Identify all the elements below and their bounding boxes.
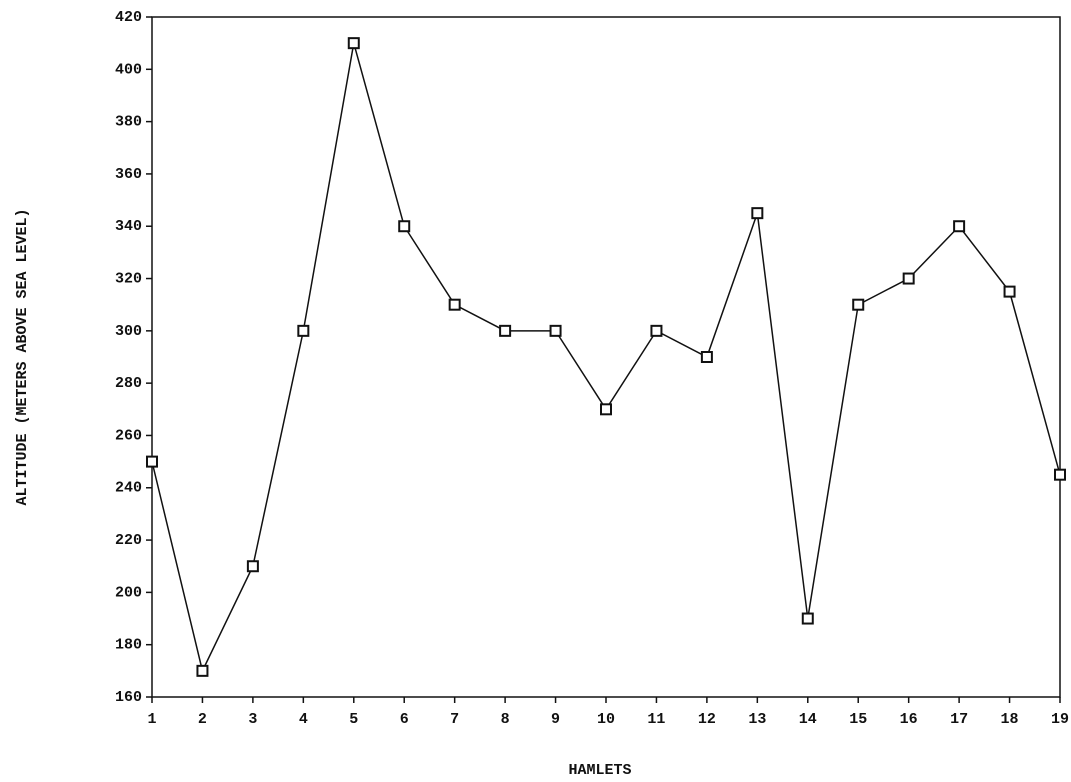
x-tick-label: 7 — [450, 711, 459, 728]
y-tick-label: 200 — [115, 584, 142, 601]
x-tick-label: 6 — [400, 711, 409, 728]
x-tick-label: 19 — [1051, 711, 1069, 728]
y-tick-label: 180 — [115, 637, 142, 654]
marker — [904, 274, 914, 284]
marker — [752, 208, 762, 218]
x-tick-label: 8 — [501, 711, 510, 728]
x-tick-label: 3 — [248, 711, 257, 728]
y-tick-label: 160 — [115, 689, 142, 706]
y-tick-label: 300 — [115, 323, 142, 340]
x-tick-label: 17 — [950, 711, 968, 728]
marker — [399, 221, 409, 231]
marker — [954, 221, 964, 231]
marker — [248, 561, 258, 571]
plot-frame — [152, 17, 1060, 697]
marker — [853, 300, 863, 310]
x-tick-label: 11 — [647, 711, 665, 728]
x-tick-label: 5 — [349, 711, 358, 728]
y-tick-label: 360 — [115, 166, 142, 183]
data-line — [152, 43, 1060, 671]
y-tick-label: 240 — [115, 480, 142, 497]
y-tick-label: 380 — [115, 114, 142, 131]
x-tick-label: 13 — [748, 711, 766, 728]
x-tick-label: 1 — [147, 711, 156, 728]
marker — [601, 404, 611, 414]
marker — [450, 300, 460, 310]
x-tick-label: 12 — [698, 711, 716, 728]
marker — [197, 666, 207, 676]
marker — [551, 326, 561, 336]
marker — [349, 38, 359, 48]
marker — [500, 326, 510, 336]
marker — [1055, 470, 1065, 480]
y-tick-label: 420 — [115, 9, 142, 26]
marker — [803, 614, 813, 624]
x-tick-label: 10 — [597, 711, 615, 728]
marker — [147, 457, 157, 467]
x-tick-label: 4 — [299, 711, 308, 728]
y-tick-label: 280 — [115, 375, 142, 392]
marker — [298, 326, 308, 336]
marker — [702, 352, 712, 362]
x-tick-label: 2 — [198, 711, 207, 728]
marker — [1005, 287, 1015, 297]
x-axis-label: HAMLETS — [568, 762, 631, 779]
y-tick-label: 220 — [115, 532, 142, 549]
y-tick-label: 400 — [115, 61, 142, 78]
y-axis-label: ALTITUDE (METERS ABOVE SEA LEVEL) — [14, 208, 31, 505]
x-tick-label: 18 — [1001, 711, 1019, 728]
x-tick-label: 16 — [900, 711, 918, 728]
x-tick-label: 15 — [849, 711, 867, 728]
y-tick-label: 320 — [115, 271, 142, 288]
x-tick-label: 9 — [551, 711, 560, 728]
y-tick-label: 340 — [115, 218, 142, 235]
chart: HAMLETS ALTITUDE (METERS ABOVE SEA LEVEL… — [0, 0, 1071, 782]
y-tick-label: 260 — [115, 427, 142, 444]
marker — [651, 326, 661, 336]
x-tick-label: 14 — [799, 711, 817, 728]
